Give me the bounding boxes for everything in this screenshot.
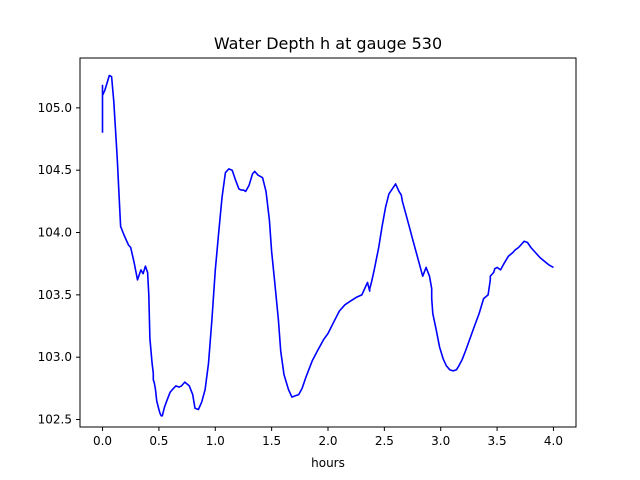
x-tick-label: 2.0	[318, 434, 337, 448]
plot-area	[101, 74, 554, 417]
x-axis: 0.0 0.5 1.0 1.5 2.0 2.5 3.0 3.5 4.0	[93, 427, 563, 448]
x-tick-label: 3.5	[488, 434, 507, 448]
y-tick-label: 102.5	[38, 413, 72, 427]
x-axis-label: hours	[311, 456, 345, 470]
x-tick-label: 1.0	[206, 434, 225, 448]
x-tick-label: 0.5	[149, 434, 168, 448]
x-tick-label: 2.5	[375, 434, 394, 448]
y-tick-label: 104.0	[38, 226, 72, 240]
chart-title: Water Depth h at gauge 530	[214, 34, 442, 53]
y-tick-label: 103.5	[38, 288, 72, 302]
series-line-0	[101, 74, 554, 417]
x-tick-label: 3.0	[431, 434, 450, 448]
x-tick-label: 1.5	[262, 434, 281, 448]
y-tick-label: 104.5	[38, 163, 72, 177]
y-tick-label: 103.0	[38, 350, 72, 364]
x-tick-label: 4.0	[544, 434, 563, 448]
x-tick-label: 0.0	[93, 434, 112, 448]
y-axis: 102.5 103.0 103.5 104.0 104.5 105.0	[38, 101, 80, 427]
y-tick-label: 105.0	[38, 101, 72, 115]
